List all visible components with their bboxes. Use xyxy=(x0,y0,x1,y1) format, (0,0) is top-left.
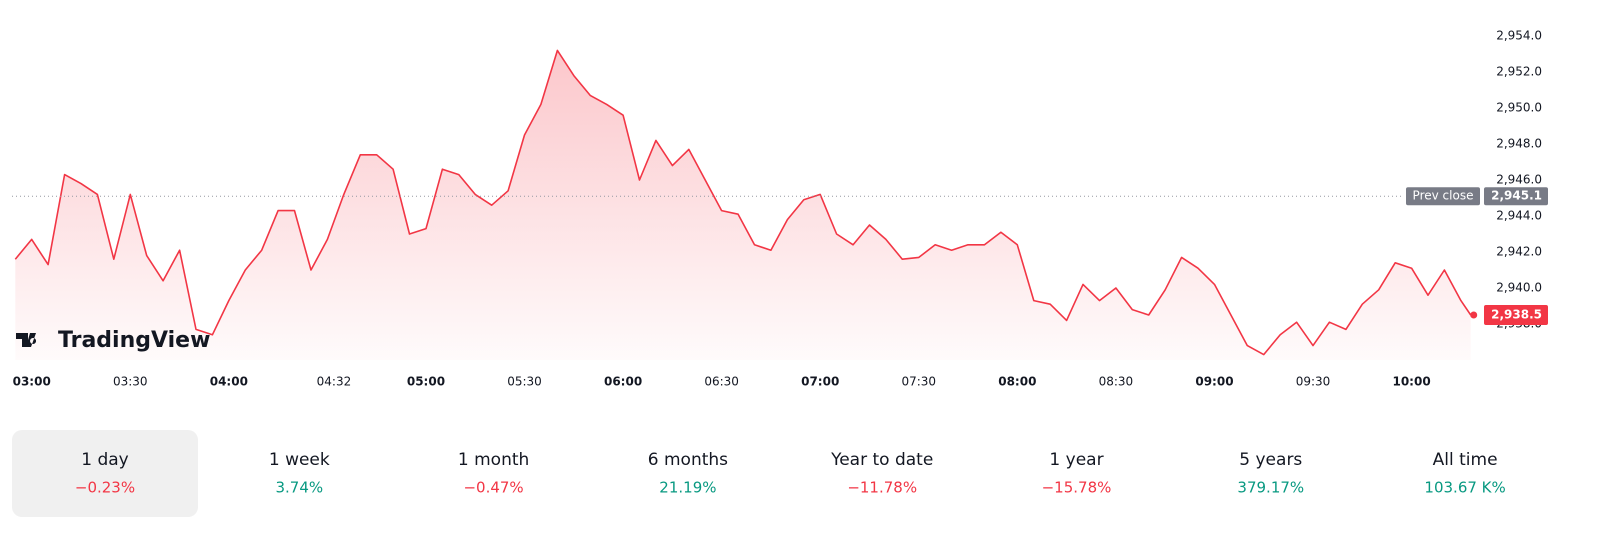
x-tick-label: 03:00 xyxy=(13,375,51,389)
logo-icon xyxy=(16,333,37,347)
y-tick-label: 2,948.0 xyxy=(1496,137,1542,151)
prev-close-tag xyxy=(1484,187,1548,206)
x-tick-label: 08:00 xyxy=(998,375,1036,389)
x-tick-label: 07:00 xyxy=(801,375,839,389)
period-label: 1 week xyxy=(269,450,330,470)
period-button-selected[interactable] xyxy=(12,430,198,517)
period-label: Year to date xyxy=(830,450,933,470)
period-label: 6 months xyxy=(648,450,728,470)
period-label: 1 year xyxy=(1049,450,1103,470)
x-tick-label: 04:00 xyxy=(210,375,248,389)
x-tick-label: 05:30 xyxy=(507,375,542,389)
period-change: −0.23% xyxy=(75,479,135,497)
y-tick-label: 2,940.0 xyxy=(1496,281,1542,295)
x-tick-label: 05:00 xyxy=(407,375,445,389)
price-line xyxy=(14,49,1472,356)
period-button[interactable] xyxy=(401,430,587,517)
x-tick-label: 08:30 xyxy=(1099,375,1134,389)
prev-close-label: 2,945.1 xyxy=(1491,189,1542,203)
period-change: −15.78% xyxy=(1042,479,1112,497)
period-change: −0.47% xyxy=(463,479,523,497)
period-change: −11.78% xyxy=(847,479,917,497)
last-point xyxy=(1470,311,1478,319)
y-tick-label: 2,946.0 xyxy=(1496,173,1542,187)
prev-close-name: Prev close xyxy=(1413,189,1474,203)
period-button[interactable] xyxy=(1178,430,1364,517)
period-button[interactable] xyxy=(595,430,781,517)
period-label: All time xyxy=(1433,450,1498,470)
period-label: 1 day xyxy=(81,450,129,470)
price-area xyxy=(15,50,1471,361)
period-button[interactable] xyxy=(789,430,975,517)
prev-close-badge xyxy=(1406,187,1480,206)
brand-name: TradingView xyxy=(58,328,210,353)
period-label: 1 month xyxy=(458,450,529,470)
x-tick-label: 04:32 xyxy=(317,375,352,389)
y-tick-label: 2,942.0 xyxy=(1496,245,1542,259)
x-tick-label: 03:30 xyxy=(113,375,148,389)
x-tick-label: 07:30 xyxy=(901,375,936,389)
x-tick-label: 09:30 xyxy=(1296,375,1331,389)
last-price-tag xyxy=(1484,305,1548,325)
period-label: 5 years xyxy=(1239,450,1302,470)
period-change: 3.74% xyxy=(275,479,323,497)
y-tick-label: 2,944.0 xyxy=(1496,209,1542,223)
period-change: 379.17% xyxy=(1237,479,1304,497)
x-tick-label: 06:30 xyxy=(704,375,739,389)
period-button[interactable] xyxy=(1372,430,1558,517)
period-change: 103.67 K% xyxy=(1424,479,1505,497)
last-price-label: 2,938.5 xyxy=(1491,308,1542,322)
brand-logo: TradingView xyxy=(16,328,210,353)
x-tick-label: 09:00 xyxy=(1195,375,1233,389)
y-tick-label: 2,954.0 xyxy=(1496,29,1542,43)
x-tick-label: 10:00 xyxy=(1392,375,1430,389)
y-tick-label: 2,952.0 xyxy=(1496,65,1542,79)
y-tick-label: 2,950.0 xyxy=(1496,101,1542,115)
period-button[interactable] xyxy=(984,430,1170,517)
period-button[interactable] xyxy=(206,430,392,517)
period-change: 21.19% xyxy=(659,479,716,497)
x-tick-label: 06:00 xyxy=(604,375,642,389)
